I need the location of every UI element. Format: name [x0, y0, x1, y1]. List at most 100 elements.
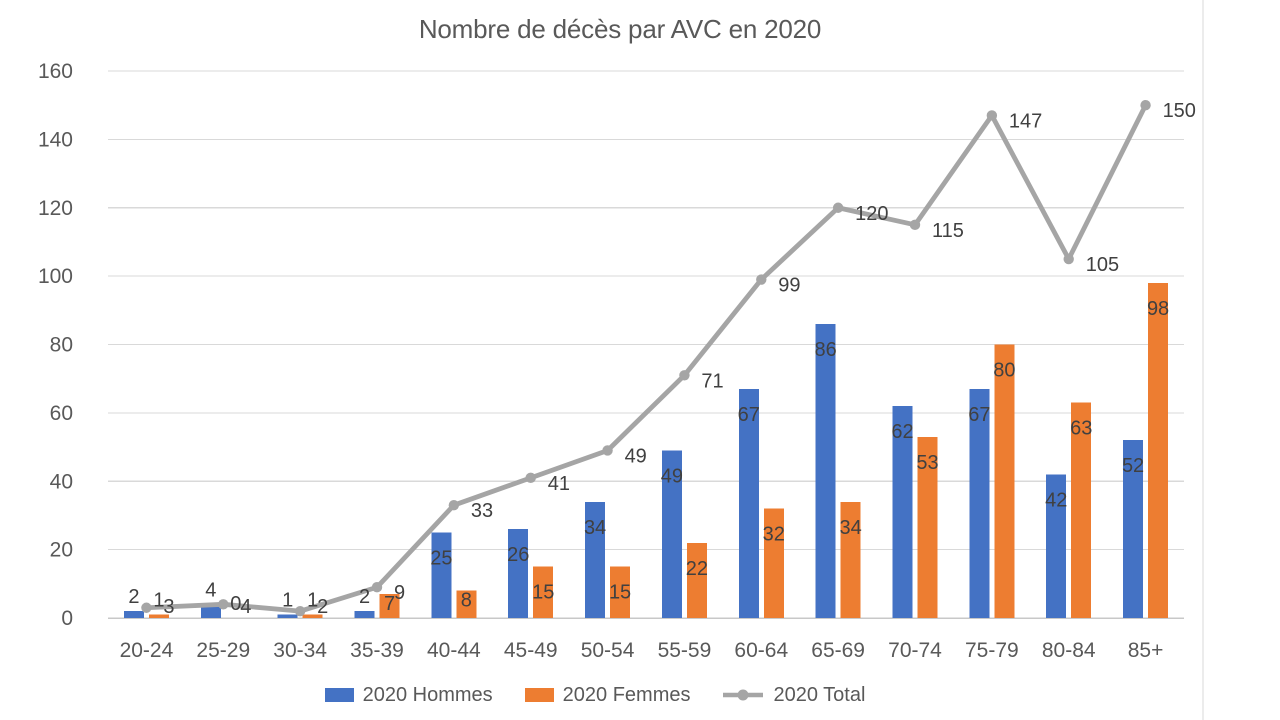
bars-hommes — [123, 323, 1144, 618]
bar — [763, 508, 784, 618]
marker — [602, 445, 613, 456]
chart-title: Nombre de décès par AVC en 2020 — [418, 14, 822, 44]
data-label: 2 — [128, 586, 139, 608]
bars-femmes — [148, 282, 1169, 618]
bar — [456, 590, 477, 618]
bar — [969, 388, 990, 618]
legend-label-femmes: 2020 Femmes — [562, 683, 691, 706]
x-tick-label: 70-74 — [888, 639, 942, 662]
y-tick-label: 160 — [38, 60, 73, 83]
marker — [909, 219, 921, 231]
total-line-swatch-icon — [723, 689, 764, 701]
data-label: 9 — [394, 582, 405, 604]
data-label: 2 — [317, 596, 328, 618]
data-label: 67 — [738, 404, 760, 426]
data-label: 1 — [153, 590, 164, 612]
data-label: 34 — [840, 517, 862, 539]
chart-legend: 2020 Hommes 2020 Femmes 2020 Total — [0, 679, 1190, 711]
data-label: 32 — [763, 524, 785, 546]
data-label: 1 — [307, 590, 318, 612]
bar — [302, 614, 323, 618]
x-tick-label: 45-49 — [504, 639, 558, 662]
legend-item-femmes: 2020 Femmes — [524, 683, 691, 707]
x-tick-label: 30-34 — [273, 639, 327, 662]
hommes-swatch-icon — [324, 688, 354, 702]
y-tick-label: 60 — [50, 402, 73, 425]
x-tick-label: 35-39 — [350, 639, 404, 662]
marker — [832, 202, 844, 213]
y-tick-label: 40 — [50, 470, 73, 493]
data-label: 15 — [609, 582, 631, 604]
legend-item-total: 2020 Total — [722, 684, 865, 707]
data-label: 1 — [282, 590, 293, 612]
legend-label-hommes: 2020 Hommes — [362, 683, 493, 706]
x-tick-label: 25-29 — [196, 639, 250, 662]
data-label: 98 — [1147, 298, 1169, 320]
bar — [379, 594, 400, 618]
bar — [1046, 474, 1067, 618]
page-divider — [1202, 0, 1204, 720]
bar — [148, 614, 169, 618]
data-label: 150 — [1163, 100, 1196, 122]
bar — [533, 566, 554, 618]
data-label: 71 — [701, 370, 723, 392]
y-tick-label: 80 — [50, 334, 73, 357]
marker — [448, 499, 460, 511]
bar — [917, 436, 938, 618]
bar — [686, 542, 707, 618]
bar — [508, 529, 529, 618]
data-label: 86 — [815, 339, 837, 361]
data-label: 2 — [359, 586, 370, 608]
data-label: 49 — [625, 445, 647, 467]
marker — [756, 274, 767, 285]
data-label: 63 — [1070, 418, 1092, 440]
x-tick-label: 85+ — [1128, 639, 1164, 662]
data-label: 8 — [461, 590, 472, 612]
bar — [1071, 402, 1092, 618]
data-label: 3 — [163, 596, 174, 618]
data-label: 62 — [891, 421, 913, 443]
legend-label-total: 2020 Total — [773, 683, 866, 706]
data-label: 147 — [1009, 110, 1042, 132]
bar — [585, 501, 606, 618]
data-label: 52 — [1122, 455, 1144, 477]
marker — [1140, 99, 1151, 111]
bar — [840, 501, 861, 618]
data-label: 0 — [230, 593, 241, 615]
data-label: 15 — [532, 582, 554, 604]
x-axis-labels: 20-24 25-29 30-34 35-39 40-44 45-49 50-54 55-59… — [120, 639, 1164, 662]
bar — [738, 388, 759, 618]
data-label: 33 — [471, 500, 493, 522]
y-tick-label: 120 — [38, 197, 73, 220]
data-label: 26 — [507, 544, 529, 566]
y-tick-label: 140 — [38, 128, 73, 151]
y-tick-label: 0 — [61, 607, 73, 630]
data-label: 7 — [384, 593, 395, 615]
data-label: 42 — [1045, 489, 1067, 511]
x-tick-label: 75-79 — [965, 639, 1019, 662]
data-label: 22 — [686, 558, 708, 580]
bar — [354, 611, 375, 618]
bar — [200, 604, 221, 618]
bar — [1123, 440, 1144, 618]
bar — [815, 323, 836, 618]
data-label: 115 — [932, 220, 964, 242]
marker — [294, 605, 306, 617]
marker — [371, 582, 383, 593]
y-tick-label: 20 — [50, 539, 73, 562]
marker — [986, 110, 998, 121]
gridlines — [108, 70, 1184, 619]
marker — [218, 599, 229, 610]
bar — [610, 566, 631, 618]
x-tick-label: 80-84 — [1042, 639, 1096, 662]
data-label: 53 — [916, 452, 938, 474]
x-tick-label: 20-24 — [120, 639, 174, 662]
bar — [892, 406, 913, 618]
data-label: 25 — [430, 548, 452, 570]
bar — [123, 611, 144, 618]
